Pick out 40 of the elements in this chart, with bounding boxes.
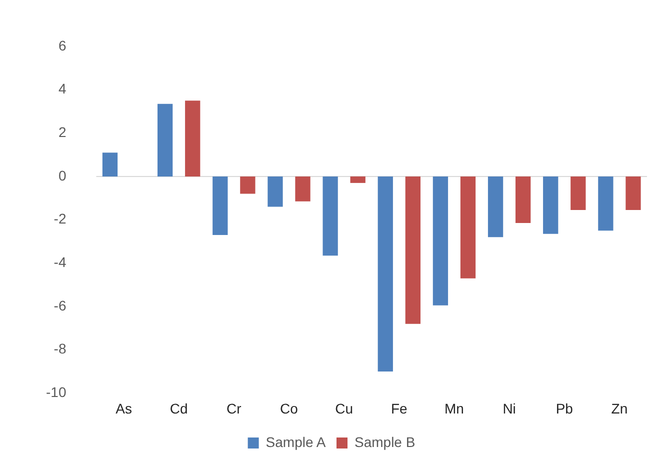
x-tick-label: Cd — [170, 400, 188, 416]
x-tick-label: Fe — [390, 400, 408, 416]
bar — [322, 176, 338, 256]
bar — [378, 176, 393, 372]
bar — [460, 176, 476, 278]
legend-label: Sample A — [266, 434, 326, 450]
bar — [158, 104, 173, 176]
bar — [626, 176, 641, 210]
bar — [405, 176, 420, 324]
bar — [268, 176, 283, 207]
y-tick-label: -2 — [54, 210, 66, 227]
bar — [240, 176, 256, 194]
x-tick-label: Mn — [444, 400, 464, 416]
bar — [185, 100, 200, 176]
bar — [543, 176, 558, 234]
legend-label: Sample B — [354, 434, 416, 450]
y-tick-label: 0 — [58, 167, 66, 184]
x-tick-label: Co — [280, 400, 298, 416]
x-tick-label: Cu — [335, 400, 354, 416]
bar — [295, 176, 310, 202]
y-tick-label: 6 — [58, 37, 66, 54]
y-tick-label: 4 — [58, 80, 66, 97]
bar — [488, 176, 504, 238]
y-tick-label: -6 — [54, 297, 66, 314]
bar — [598, 176, 614, 231]
bar — [516, 176, 531, 224]
y-tick-label: 2 — [58, 124, 66, 140]
x-tick-label: Pb — [556, 400, 574, 416]
x-tick-label: As — [116, 400, 132, 416]
bar — [432, 176, 448, 306]
y-tick-label: -10 — [46, 384, 66, 400]
bar — [350, 176, 366, 183]
bar — [570, 176, 586, 210]
bar — [102, 152, 118, 176]
bar — [212, 176, 228, 235]
x-tick-label: Zn — [611, 400, 628, 416]
x-tick-label: Cr — [226, 400, 242, 416]
y-tick-label: -4 — [54, 254, 66, 270]
x-tick-label: Ni — [502, 400, 516, 416]
y-tick-label: -8 — [54, 340, 66, 357]
